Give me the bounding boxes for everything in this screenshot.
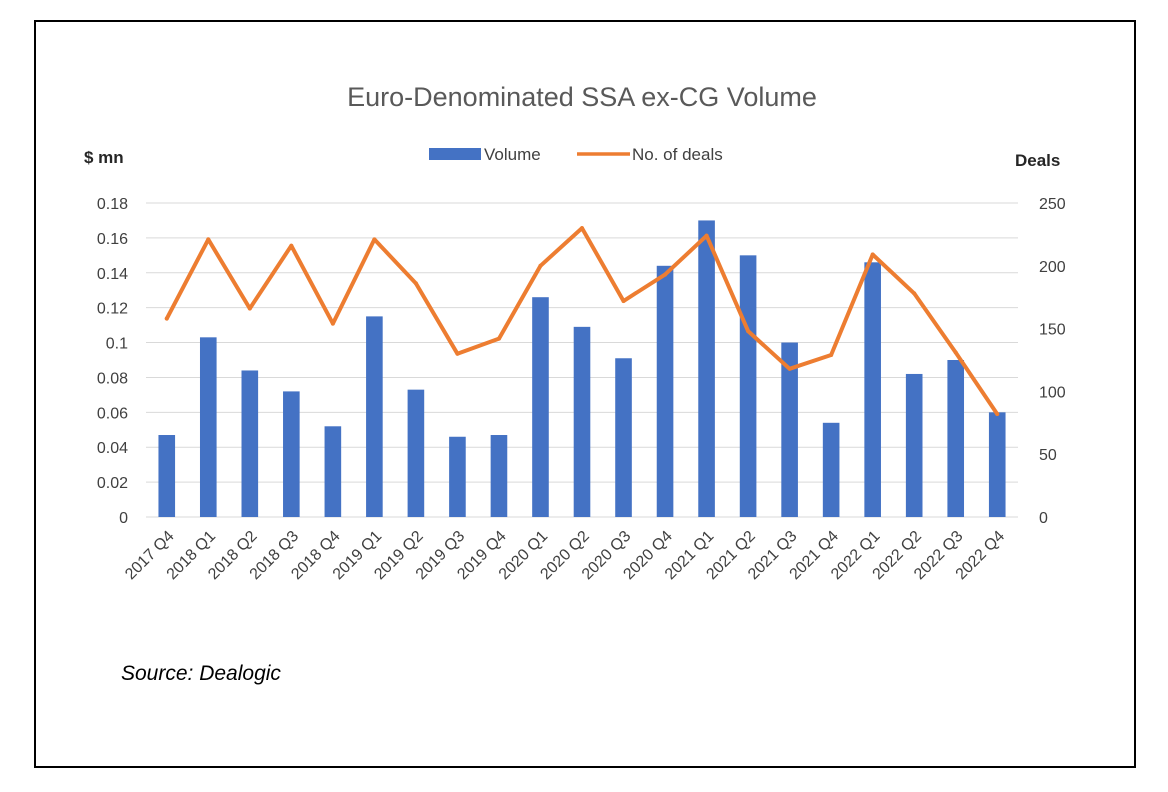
right-tick-label: 100 — [1039, 384, 1066, 401]
deals-point — [206, 237, 211, 242]
deals-point — [663, 272, 668, 277]
legend: Volume No. of deals — [429, 145, 723, 164]
volume-bar — [947, 360, 965, 517]
deals-points — [164, 226, 1000, 417]
deals-point — [912, 291, 917, 296]
volume-bar — [781, 342, 798, 517]
deals-point — [372, 237, 377, 242]
volume-bar — [739, 255, 757, 518]
deals-point — [829, 352, 834, 357]
left-tick-label: 0.16 — [97, 231, 128, 248]
volume-bar — [366, 316, 383, 517]
volume-bar — [532, 297, 549, 517]
right-tick-label: 250 — [1039, 196, 1066, 213]
deals-point — [496, 336, 501, 341]
deals-point — [704, 233, 709, 238]
deals-point — [580, 226, 584, 231]
deals-point — [164, 316, 169, 321]
volume-bar — [988, 412, 1006, 517]
volume-bar — [822, 422, 840, 517]
chart-title: Euro-Denominated SSA ex-CG Volume — [347, 82, 817, 112]
deals-point — [870, 252, 875, 257]
left-tick-label: 0.12 — [97, 301, 128, 318]
left-tick-label: 0.06 — [97, 405, 128, 422]
left-tick-label: 0 — [119, 510, 128, 527]
deals-point — [995, 412, 1000, 417]
right-axis-label: Deals — [1015, 151, 1060, 170]
deals-point — [953, 350, 958, 355]
left-tick-label: 0.02 — [97, 475, 128, 492]
deals-point — [289, 243, 294, 248]
deals-point — [413, 281, 418, 286]
volume-bar — [407, 389, 425, 517]
deals-point — [330, 321, 335, 326]
volume-bars — [158, 220, 1006, 518]
volume-bar — [656, 265, 674, 517]
volume-bar — [199, 337, 217, 517]
volume-bar — [449, 436, 466, 517]
chart-frame — [34, 20, 1136, 768]
deals-point — [787, 366, 792, 371]
legend-deals-label: No. of deals — [632, 145, 723, 164]
left-tick-label: 0.14 — [97, 266, 128, 283]
left-axis-label: $ mn — [84, 148, 124, 167]
left-tick-label: 0.1 — [106, 336, 128, 353]
volume-bar — [573, 326, 591, 517]
right-tick-label: 50 — [1039, 447, 1057, 464]
left-axis-ticks: 0 0.02 0.04 0.06 0.08 0.1 0.12 0.14 0.16 0.18 — [97, 196, 128, 527]
right-tick-label: 0 — [1039, 510, 1048, 527]
left-tick-label: 0.08 — [97, 370, 128, 387]
legend-volume-label: Volume — [484, 145, 541, 164]
volume-bar — [698, 220, 715, 517]
volume-bar — [905, 373, 923, 517]
left-tick-label: 0.04 — [97, 440, 128, 457]
volume-bar — [864, 262, 881, 517]
volume-bar — [241, 370, 259, 517]
deals-point — [746, 329, 751, 334]
volume-bar — [283, 391, 300, 517]
deals-point — [538, 263, 543, 268]
deals-point — [247, 306, 252, 311]
volume-bar — [615, 358, 632, 517]
legend-volume-swatch — [429, 148, 481, 160]
deals-point — [621, 298, 626, 303]
right-axis-ticks: 0 50 100 150 200 250 — [1039, 196, 1066, 527]
left-tick-label: 0.18 — [97, 196, 128, 213]
right-tick-label: 200 — [1039, 259, 1066, 276]
volume-bar — [158, 435, 176, 517]
source-note: Source: Dealogic — [121, 662, 281, 685]
volume-bar — [324, 426, 342, 517]
volume-bar — [490, 435, 508, 517]
right-tick-label: 150 — [1039, 322, 1066, 339]
deals-point — [455, 351, 460, 356]
